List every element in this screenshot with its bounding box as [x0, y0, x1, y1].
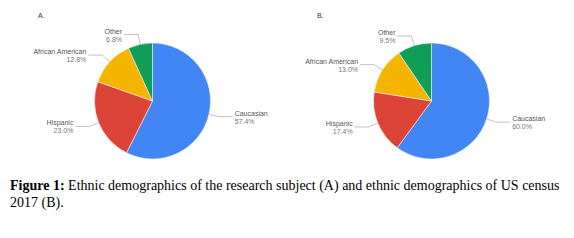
html-text:Figure 1: Ethnic demographics: Figure 1: Ethnic demographics of the res…: [10, 178, 560, 210]
svg-text:17.4%: 17.4%: [333, 128, 353, 135]
svg-text:9.5%: 9.5%: [380, 37, 396, 44]
svg-text:13.0%: 13.0%: [338, 66, 358, 73]
svg-text:57.4%: 57.4%: [235, 118, 255, 125]
svg-text:African American: African American: [305, 58, 358, 65]
svg-text:Caucasian: Caucasian: [235, 110, 268, 117]
svg-text:African American: African American: [33, 48, 86, 55]
svg-text:23.0%: 23.0%: [54, 127, 74, 134]
svg-text:Hispanic: Hispanic: [47, 119, 74, 127]
svg-text:Hispanic: Hispanic: [326, 120, 353, 128]
svg-text:6.8%: 6.8%: [106, 36, 122, 43]
svg-text:Other: Other: [378, 29, 396, 36]
html-text:A.: A.: [38, 12, 45, 19]
svg-text:12.8%: 12.8%: [66, 56, 86, 63]
svg-text:Other: Other: [105, 28, 123, 35]
svg-text:60.0%: 60.0%: [512, 123, 532, 130]
svg-text:Caucasian: Caucasian: [512, 115, 545, 122]
html-text:B.: B.: [317, 12, 324, 19]
